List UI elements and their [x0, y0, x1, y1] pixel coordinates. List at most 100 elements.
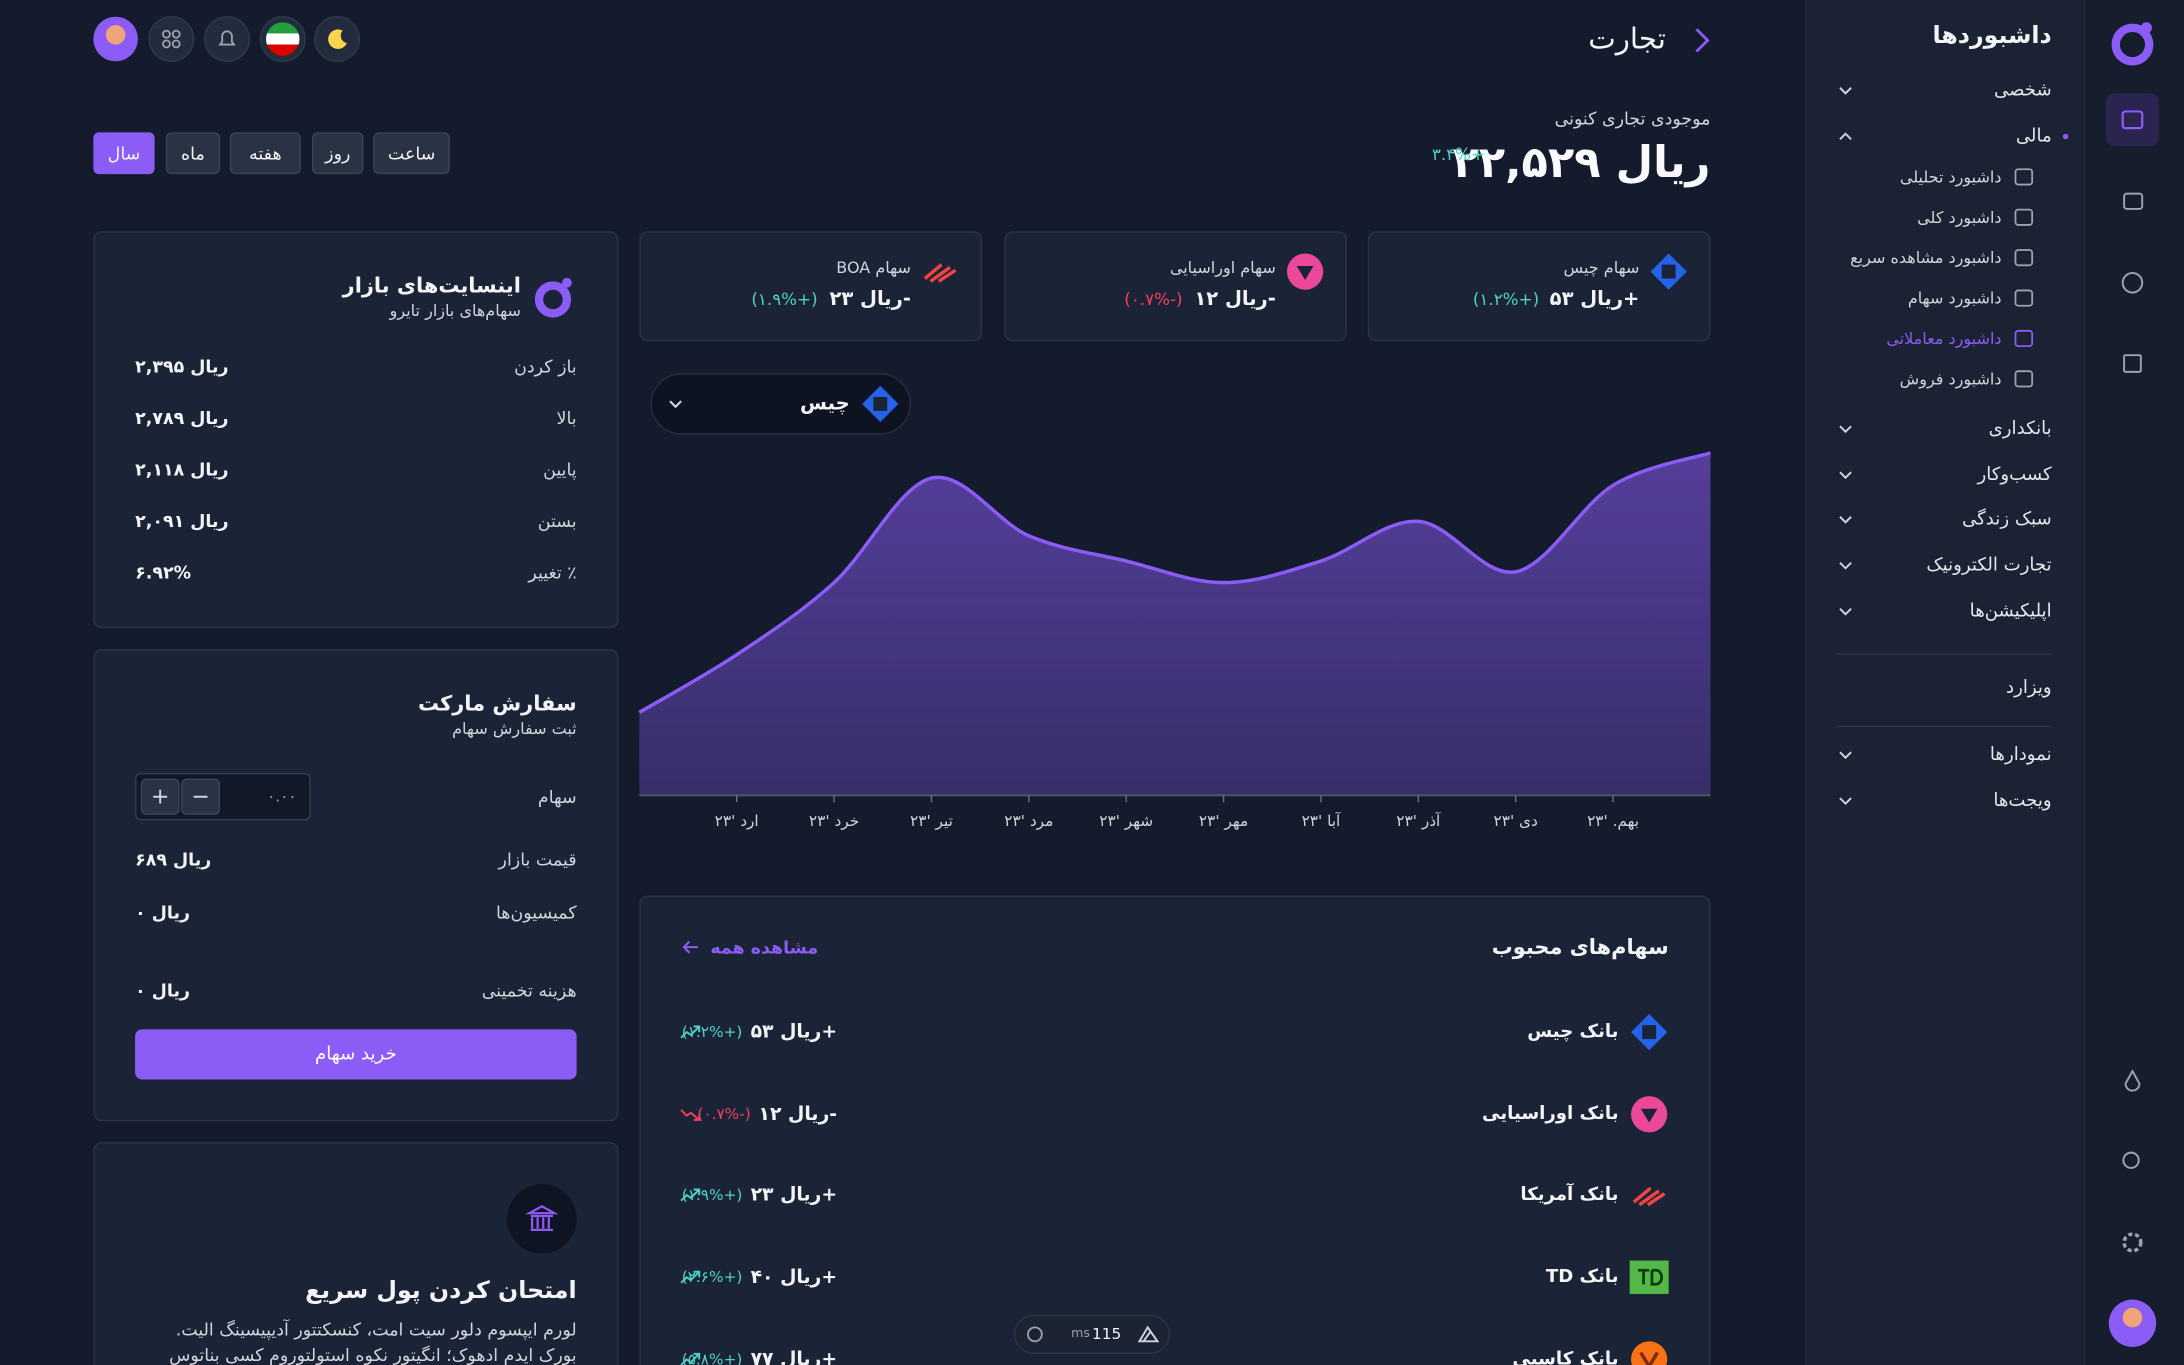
- menu-item[interactable]: اپلیکیشن‌ها: [1969, 600, 2052, 622]
- period-label[interactable]: هفته: [249, 142, 282, 164]
- x-tick-label: مهر '۲۳: [1199, 812, 1248, 831]
- menu-item[interactable]: بانکداری: [1988, 418, 2052, 440]
- row-label: باز کردن: [514, 355, 577, 377]
- submenu-icon: [2014, 329, 2034, 348]
- stock-change: (+۱.۹%): [751, 289, 818, 310]
- period-button[interactable]: [165, 132, 221, 175]
- menu-item[interactable]: سبک زندگی: [1962, 509, 2052, 531]
- period-button[interactable]: [93, 132, 155, 175]
- row-value: ۶.۹۲%: [135, 562, 192, 583]
- submenu-item[interactable]: داشبورد معاملاتی: [1886, 328, 2002, 349]
- active-icon-bg[interactable]: [2105, 93, 2159, 147]
- icon[interactable]: [2123, 192, 2144, 210]
- submenu-item[interactable]: داشبورد مشاهده سریع: [1850, 247, 2002, 268]
- stock-logo: [1286, 253, 1324, 290]
- input-placeholder[interactable]: ۰.۰۰: [267, 787, 297, 806]
- apps-icon: [162, 29, 181, 49]
- chevron: [1839, 607, 1852, 616]
- chevron: [1839, 132, 1852, 140]
- menu-chevron: [1839, 132, 1852, 140]
- icon[interactable]: [2122, 1151, 2140, 1169]
- card-title: اینسایت‌های بازار: [342, 272, 521, 299]
- stock-logo: [923, 263, 957, 283]
- icon[interactable]: [2122, 1232, 2143, 1253]
- balance-label: موجودی تجاری کنونی: [1554, 107, 1711, 129]
- x-tick-label: ارد '۲۳: [715, 812, 759, 830]
- bank-logo: [1629, 1260, 1669, 1295]
- bank-value: +ریال ۲۳: [750, 1184, 838, 1207]
- bank-value: +ریال ۵۳: [750, 1020, 838, 1044]
- bank-change: (+۱.۹%): [681, 1186, 743, 1205]
- chevron: [1839, 87, 1852, 95]
- back-chevron[interactable]: [1691, 25, 1713, 56]
- dot: [2062, 133, 2069, 140]
- period-label[interactable]: سال: [107, 142, 141, 164]
- period-label[interactable]: ساعت: [387, 142, 436, 164]
- trend: [680, 1025, 701, 1039]
- chevron: [1839, 471, 1852, 479]
- menu-chevron: [1839, 607, 1852, 616]
- period-button[interactable]: [311, 132, 364, 175]
- chevron: [1839, 562, 1852, 570]
- x-tick-label: مرد '۲۳: [1004, 812, 1053, 830]
- icon: [2014, 289, 2034, 307]
- menu-chevron: [1839, 471, 1852, 479]
- row-value: ریال ۲,۳۹۵: [135, 355, 229, 377]
- row-label: سهام: [537, 786, 577, 808]
- row-value: ریال ۲,۷۸۹: [135, 407, 229, 429]
- menu-item[interactable]: کسب‌وکار: [1977, 464, 2052, 485]
- submenu-item[interactable]: داشبورد فروش: [1899, 369, 2002, 389]
- icon[interactable]: [2123, 354, 2142, 373]
- stock-card[interactable]: [639, 231, 982, 342]
- divider: [1835, 653, 2052, 655]
- logo-dot: [2140, 22, 2152, 34]
- trend: [680, 1352, 701, 1365]
- insights-logo: [534, 277, 572, 318]
- menu-item[interactable]: نمودارها: [1989, 744, 2052, 766]
- icon[interactable]: [2121, 110, 2144, 130]
- chevron: [1839, 425, 1852, 434]
- period-label[interactable]: روز: [325, 142, 351, 164]
- period-label[interactable]: ماه: [181, 142, 205, 164]
- menu-chevron: [1839, 751, 1852, 760]
- stock-name: سهام چیس: [1563, 257, 1640, 278]
- apps-button[interactable]: [148, 16, 195, 62]
- submenu-item[interactable]: داشبورد کلی: [1917, 207, 2002, 228]
- balance-change: +۳.۴%: [1431, 144, 1486, 165]
- buy-button-label[interactable]: خرید سهام: [315, 1043, 397, 1065]
- area-line: [638, 451, 1711, 714]
- active-dot: [2062, 133, 2069, 140]
- period-button[interactable]: [373, 132, 450, 175]
- chart-select-label[interactable]: چیس: [800, 392, 850, 416]
- card-subtitle: سهام‌های بازار تایرو: [389, 300, 521, 321]
- icon[interactable]: [2121, 272, 2144, 294]
- bank-name: بانک کاسپی: [1512, 1348, 1619, 1365]
- logo: [873, 396, 888, 411]
- icon: [2014, 208, 2034, 226]
- notification-button[interactable]: [204, 16, 251, 62]
- row-label: پایین: [543, 458, 577, 480]
- stock-card[interactable]: [1367, 231, 1711, 342]
- menu-item[interactable]: ویجت‌ها: [1993, 790, 2052, 812]
- bank-name: بانک TD: [1545, 1266, 1619, 1288]
- icon[interactable]: [2124, 1069, 2141, 1092]
- menu-chevron: [1839, 87, 1852, 95]
- menu-item[interactable]: مالی: [2015, 126, 2052, 147]
- stock-card[interactable]: [1004, 231, 1347, 342]
- menu-item[interactable]: تجارت الکترونیک: [1926, 555, 2052, 577]
- buy-button[interactable]: [135, 1029, 577, 1080]
- row-label: بالا: [556, 407, 577, 429]
- bank-name: بانک آمریکا: [1520, 1185, 1619, 1207]
- stock-logo: [1650, 253, 1687, 290]
- menu-item[interactable]: ویزارد: [2006, 677, 2052, 699]
- submenu-item[interactable]: داشبورد تحلیلی: [1899, 167, 2002, 187]
- view-all-link[interactable]: مشاهده همه: [710, 936, 819, 958]
- divider: [1835, 725, 2052, 728]
- trend-icon: [680, 1352, 701, 1365]
- logo: [1640, 1108, 1658, 1123]
- menu-item[interactable]: شخصی: [1994, 80, 2052, 101]
- x-tick-label: دی '۲۳: [1494, 812, 1538, 830]
- period-button[interactable]: [229, 132, 301, 175]
- submenu-item[interactable]: داشبورد سهام: [1907, 288, 2002, 308]
